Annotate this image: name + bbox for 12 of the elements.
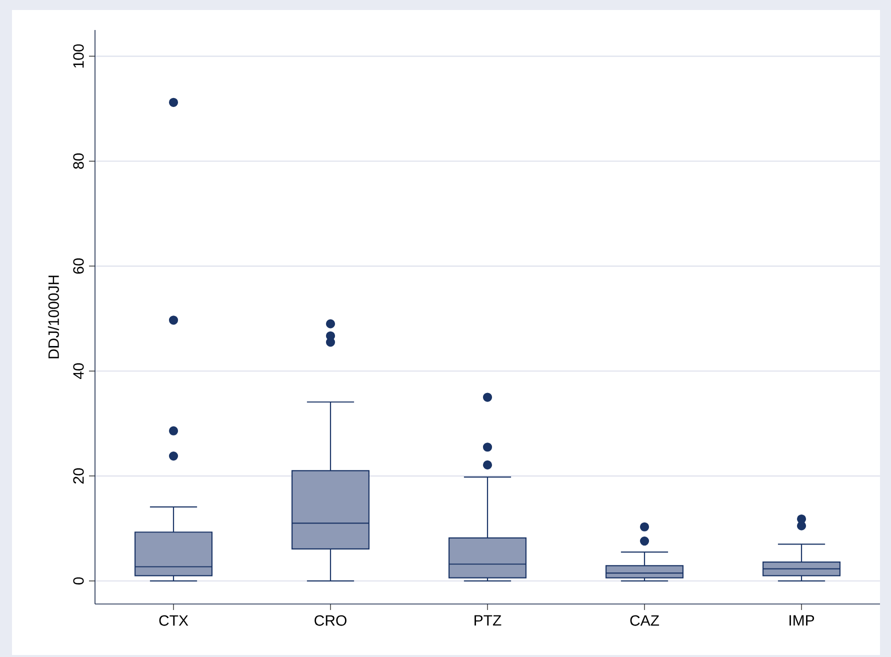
x-tick-label: CAZ [630,615,660,626]
y-tick-label: 100 [73,44,84,68]
y-tick-label: 60 [73,258,84,274]
y-tick-label: 40 [73,363,84,380]
x-tick-label: CRO [314,615,346,626]
y-axis-title: DDJ/1000JH [48,276,59,358]
x-tick-label: CTX [159,615,188,626]
y-tick-label: 0 [73,577,84,585]
y-tick-label: 20 [73,468,84,484]
x-tick-label: PTZ [474,615,502,626]
y-tick-label: 80 [73,153,84,169]
x-tick-label: IMP [790,615,814,626]
